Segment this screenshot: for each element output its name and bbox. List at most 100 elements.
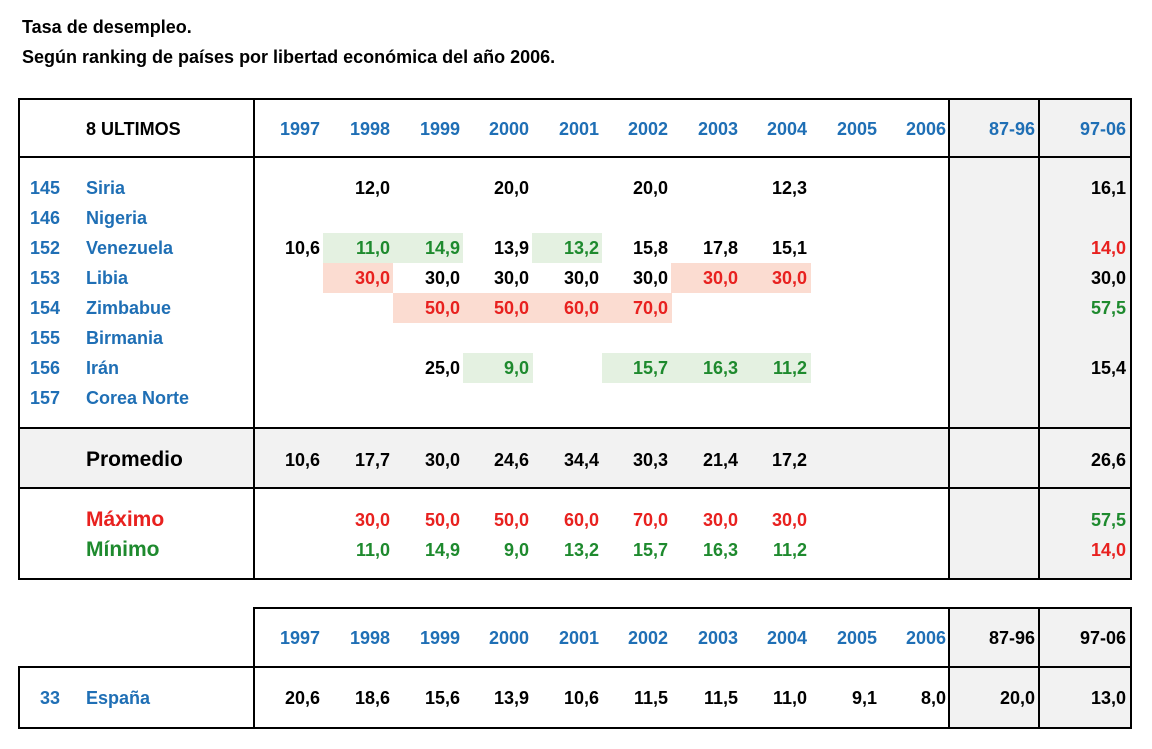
year-header: 2001	[558, 119, 599, 139]
table-cell: 30,0	[632, 268, 668, 288]
period2-header: 97-06	[1079, 119, 1126, 139]
divider	[1130, 607, 1132, 729]
country-rank: 33	[40, 688, 61, 708]
table-cell: 20,0	[999, 688, 1035, 708]
year-header: 2005	[836, 628, 877, 648]
divider	[253, 98, 255, 580]
year-header: 2000	[488, 628, 529, 648]
table-cell: 25,0	[424, 358, 460, 378]
country-name: Siria	[86, 178, 126, 198]
highlight-cell	[741, 353, 811, 383]
country-name: Nigeria	[86, 208, 148, 228]
country-name: España	[86, 688, 151, 708]
table-cell: 8,0	[920, 688, 946, 708]
maximum-cell: 30,0	[702, 510, 738, 530]
minimum-cell: 9,0	[503, 540, 529, 560]
table-cell: 15,7	[632, 358, 668, 378]
table-cell: 11,5	[633, 688, 668, 708]
year-header: 2003	[697, 628, 738, 648]
highlight-cell	[393, 233, 463, 263]
average-cell: 17,7	[354, 450, 390, 470]
maximum-cell: 50,0	[424, 510, 460, 530]
table-cell: 10,6	[284, 238, 320, 258]
header-label: 8 ULTIMOS	[86, 119, 181, 139]
maximum-cell: 50,0	[493, 510, 529, 530]
maximum-cell: 60,0	[563, 510, 599, 530]
table-cell: 14,0	[1090, 238, 1126, 258]
highlight-cell	[463, 353, 533, 383]
average-cell: 21,4	[702, 450, 738, 470]
table-cell: 11,0	[772, 688, 807, 708]
average-cell: 30,3	[632, 450, 668, 470]
highlight-cell	[463, 293, 533, 323]
table-cell: 50,0	[424, 298, 460, 318]
table-cell: 20,0	[632, 178, 668, 198]
table-cell: 9,1	[851, 688, 877, 708]
table-cell: 18,6	[354, 688, 390, 708]
table-cell: 15,1	[771, 238, 807, 258]
country-name: Birmania	[86, 328, 164, 348]
country-name: Corea Norte	[86, 388, 190, 408]
highlight-cell	[393, 293, 463, 323]
minimum-label: Mínimo	[86, 538, 160, 561]
country-rank: 145	[30, 178, 61, 198]
divider	[18, 487, 1132, 489]
table-cell: 57,5	[1090, 298, 1126, 318]
minimum-cell: 11,0	[355, 540, 390, 560]
country-name: Irán	[86, 358, 120, 378]
minimum-cell: 11,2	[772, 540, 807, 560]
average-cell: 10,6	[284, 450, 320, 470]
country-name: Venezuela	[86, 238, 174, 258]
maximum-label: Máximo	[86, 508, 165, 531]
table-cell: 30,0	[1090, 268, 1126, 288]
year-header: 1999	[419, 119, 460, 139]
maximum-cell: 57,5	[1090, 510, 1126, 530]
table-cell: 11,0	[355, 238, 390, 258]
country-name: Zimbabue	[86, 298, 172, 318]
table-cell: 14,9	[424, 238, 460, 258]
maximum-cell: 30,0	[771, 510, 807, 530]
highlight-cell	[532, 233, 602, 263]
table-cell: 13,9	[493, 688, 529, 708]
minimum-cell: 14,0	[1090, 540, 1126, 560]
highlight-cell	[532, 293, 602, 323]
year-header: 2002	[627, 119, 668, 139]
divider	[948, 607, 950, 729]
year-header: 1999	[419, 628, 460, 648]
period1-header: 87-96	[988, 628, 1035, 648]
table-cell: 20,0	[493, 178, 529, 198]
average-cell: 26,6	[1090, 450, 1126, 470]
highlight-cell	[741, 263, 811, 293]
table-cell: 70,0	[632, 298, 668, 318]
country-rank: 153	[30, 268, 61, 288]
divider	[253, 607, 255, 729]
maximum-cell: 30,0	[354, 510, 390, 530]
divider	[18, 427, 1132, 429]
highlight-cell	[671, 263, 741, 293]
table-cell: 16,3	[702, 358, 738, 378]
year-header: 1998	[349, 628, 390, 648]
highlight-cell	[323, 233, 393, 263]
year-header: 2004	[766, 119, 807, 139]
period1-header: 87-96	[988, 119, 1035, 139]
year-header: 2006	[905, 119, 946, 139]
country-name: Libia	[86, 268, 129, 288]
table-cell: 10,6	[563, 688, 599, 708]
table-cell: 12,0	[354, 178, 390, 198]
average-cell: 24,6	[493, 450, 529, 470]
average-cell: 34,4	[563, 450, 599, 470]
table-cell: 15,4	[1090, 358, 1126, 378]
table-cell: 12,3	[771, 178, 807, 198]
year-header: 1997	[279, 119, 320, 139]
year-header: 2004	[766, 628, 807, 648]
table-cell: 16,1	[1090, 178, 1126, 198]
table-cell: 30,0	[354, 268, 390, 288]
table-cell: 30,0	[424, 268, 460, 288]
period2-column-shade	[1040, 609, 1130, 729]
average-cell: 17,2	[771, 450, 807, 470]
highlight-cell	[323, 263, 393, 293]
table-cell: 50,0	[493, 298, 529, 318]
average-cell: 30,0	[424, 450, 460, 470]
period1-column-shade	[950, 100, 1040, 578]
country-rank: 146	[30, 208, 61, 228]
